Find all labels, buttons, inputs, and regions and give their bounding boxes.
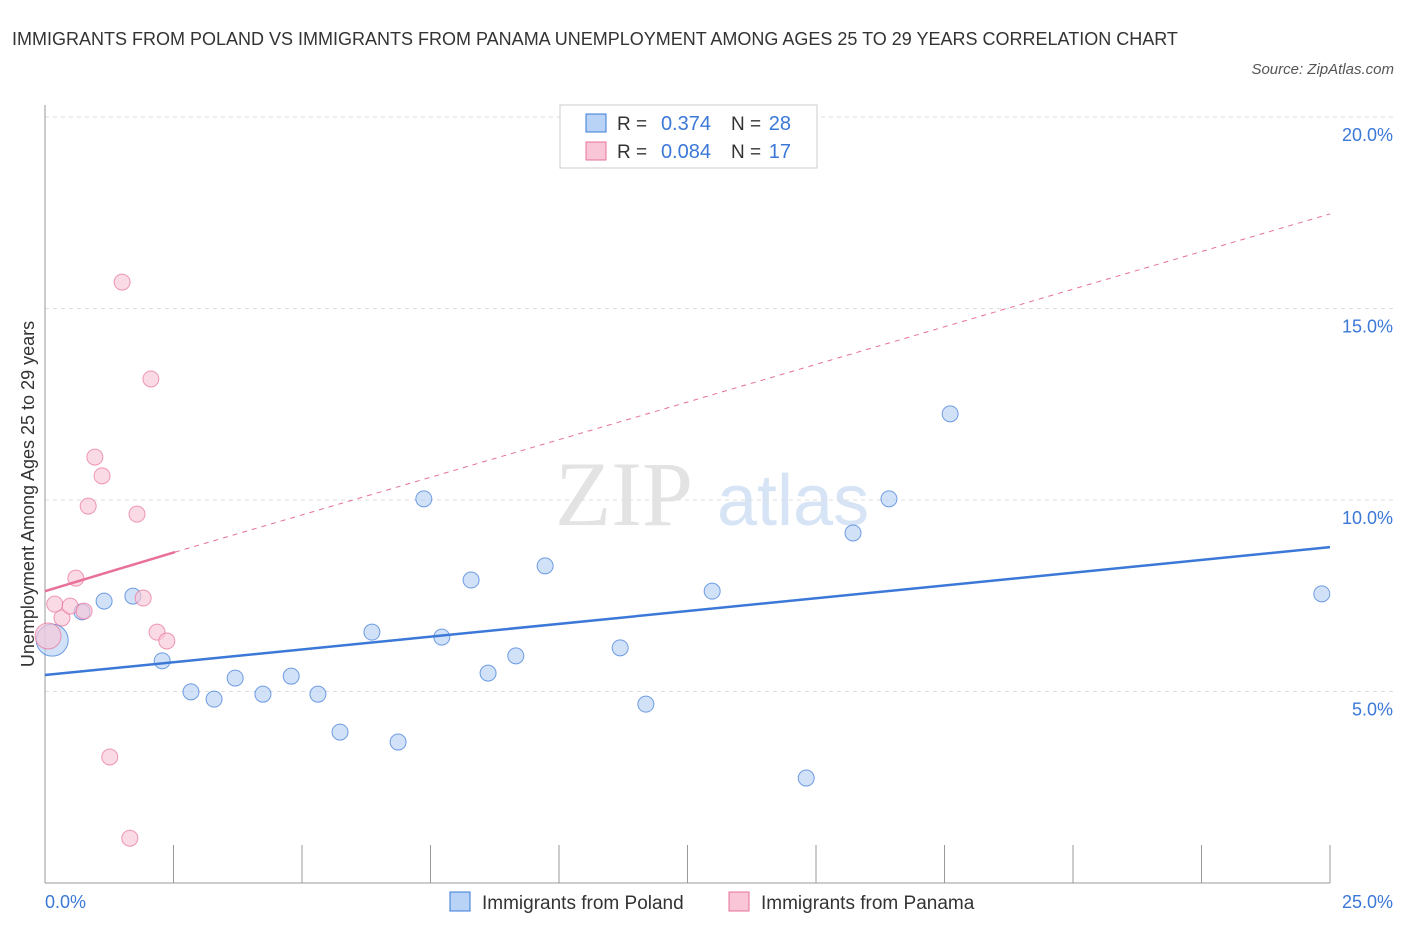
poland-point [282,667,300,685]
poland-point [415,490,433,508]
watermark-atlas: atlas [717,461,869,541]
poland-point [331,723,349,741]
poland-point [205,690,223,708]
panama-point [75,602,93,620]
poland-point [182,683,200,701]
poland-point [941,405,959,423]
bottom-legend-swatch [728,891,750,912]
legend-swatch [585,113,607,133]
legend-n-value: 28 [769,113,791,135]
poland-point [507,647,525,665]
chart-title: IMMIGRANTS FROM POLAND VS IMMIGRANTS FRO… [12,29,1178,49]
panama-trend-line [44,550,176,593]
poland-point [880,490,898,508]
panama-point [113,273,131,291]
poland-point [479,664,497,682]
y-tick-label: 5.0% [1352,700,1393,720]
legend-r-value: 0.374 [661,113,711,135]
poland-point [1313,585,1331,603]
source-label: Source: ZipAtlas.com [1251,61,1394,78]
panama-point [128,505,146,523]
panama-point [134,589,152,607]
watermark-zip: ZIP [555,443,693,545]
x-tick-label: 25.0% [1342,892,1393,912]
panama-point [34,622,62,650]
panama-point [79,497,97,515]
legend-n-label: N = [731,142,761,163]
y-tick-label: 15.0% [1342,317,1393,337]
y-axis-label: Unemployment Among Ages 25 to 29 years [18,321,38,667]
bottom-legend-swatch [449,891,471,912]
poland-point [226,669,244,687]
poland-point [462,571,480,589]
panama-point [101,748,119,766]
poland-point [95,592,113,610]
legend-r-label: R = [617,142,647,163]
legend-swatch [585,141,607,161]
poland-point [536,557,554,575]
y-tick-label: 10.0% [1342,508,1393,528]
poland-point [611,639,629,657]
bottom-legend-label: Immigrants from Panama [761,893,975,914]
poland-point [637,695,655,713]
poland-point [363,623,381,641]
bottom-legend-label: Immigrants from Poland [482,893,684,914]
panama-trend-extension [174,213,1331,553]
poland-point [153,652,171,670]
panama-point [93,467,111,485]
poland-point [797,769,815,787]
poland-point [309,685,327,703]
y-tick-label: 20.0% [1342,125,1393,145]
panama-point [53,609,71,627]
panama-point [142,370,160,388]
poland-point [703,582,721,600]
poland-point [844,524,862,542]
poland-point [254,685,272,703]
panama-point [158,632,176,650]
legend-r-value: 0.084 [661,141,711,163]
poland-trend-line [44,545,1331,677]
panama-point [121,829,139,847]
poland-point [389,733,407,751]
x-tick-label: 0.0% [45,892,86,912]
legend-n-label: N = [731,114,761,135]
panama-point [86,448,104,466]
legend-r-label: R = [617,114,647,135]
legend-n-value: 17 [769,141,791,163]
